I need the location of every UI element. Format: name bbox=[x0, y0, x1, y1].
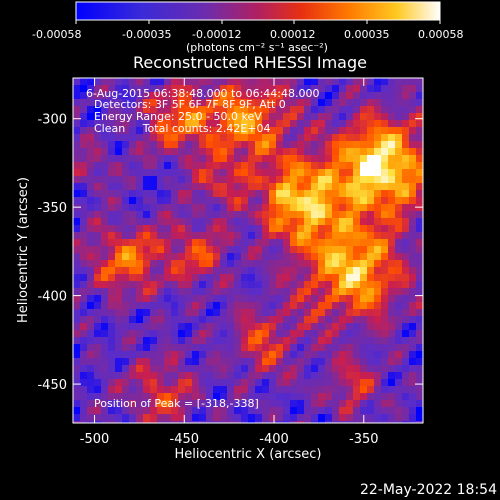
colorbar-ticks bbox=[75, 20, 441, 24]
y-axis-label: Heliocentric Y (arcsec) bbox=[16, 177, 31, 323]
chart-title: Reconstructed RHESSI Image bbox=[133, 53, 367, 72]
y-tick-label: -300 bbox=[37, 113, 67, 128]
colorbar-tick-label: -0.00058 bbox=[32, 28, 81, 41]
x-tick-label: -500 bbox=[80, 432, 110, 447]
time-range-annotation: 6-Aug-2015 06:38:48.000 to 06:44:48.000 bbox=[86, 87, 320, 100]
colorbar-tick-label: 0.00035 bbox=[344, 28, 390, 41]
colorbar bbox=[75, 1, 441, 21]
colorbar-tick-label: -0.00012 bbox=[192, 28, 241, 41]
x-tick-label: -400 bbox=[259, 432, 289, 447]
plot-frame bbox=[72, 77, 424, 424]
clean-annotation: Clean Total counts: 2.42E+04 bbox=[94, 122, 271, 135]
x-axis-label: Heliocentric X (arcsec) bbox=[175, 447, 322, 462]
y-axis-ticks: -300 -350 -400 -450 bbox=[37, 113, 423, 393]
footer-date: 22-May-2022 18:54 bbox=[360, 482, 497, 498]
y-tick-label: -350 bbox=[37, 201, 67, 216]
colorbar-tick-label: 0.00058 bbox=[418, 28, 464, 41]
x-tick-label: -450 bbox=[170, 432, 200, 447]
colorbar-tick-label: 0.00012 bbox=[270, 28, 316, 41]
energy-annotation: Energy Range: 25.0 - 50.0 keV bbox=[94, 110, 262, 123]
peak-annotation: Position of Peak = [-318,-338] bbox=[94, 397, 259, 410]
x-axis-ticks: -500 -450 -400 -350 bbox=[80, 78, 379, 447]
colorbar-units: (photons cm⁻² s⁻¹ asec⁻²) bbox=[186, 41, 328, 54]
colorbar-tick-label: -0.00035 bbox=[122, 28, 171, 41]
y-tick-label: -450 bbox=[37, 378, 67, 393]
detectors-annotation: Detectors: 3F 5F 6F 7F 8F 9F, Att 0 bbox=[94, 98, 286, 111]
x-tick-label: -350 bbox=[349, 432, 379, 447]
y-tick-label: -400 bbox=[37, 290, 67, 305]
heatmap-image bbox=[73, 78, 423, 423]
